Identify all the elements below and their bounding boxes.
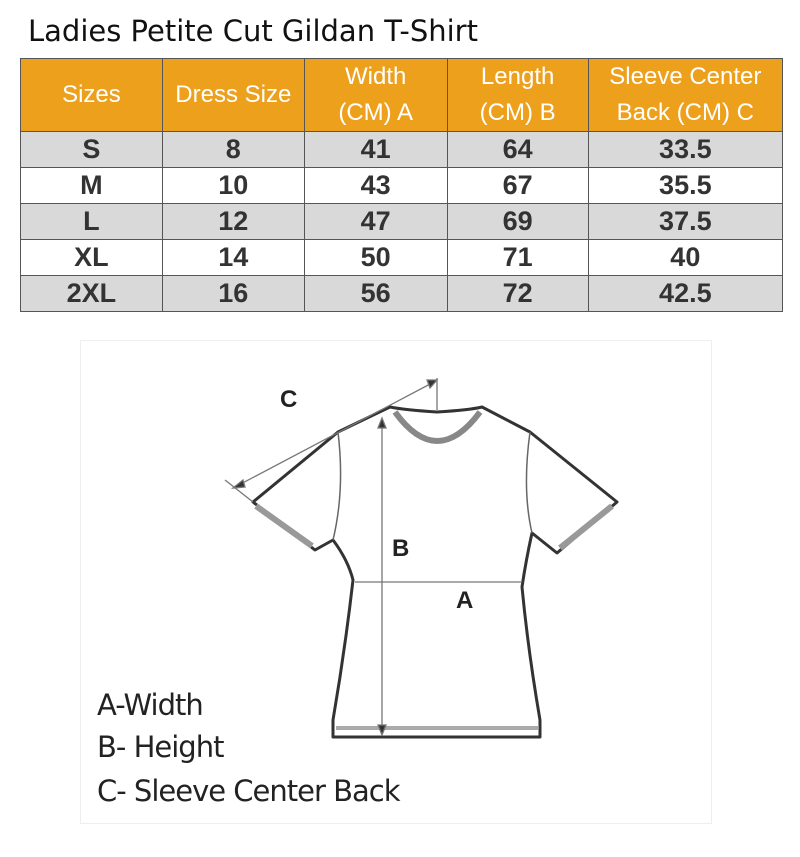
size-table: Sizes Dress Size Width (CM) A Length (CM) B Sl…	[20, 58, 784, 312]
table-cell: 71	[446, 239, 589, 276]
table-cell: 64	[446, 131, 589, 168]
column-header: Dress Size	[161, 58, 305, 132]
table-cell: 35.5	[587, 167, 784, 204]
table-cell: 42.5	[587, 275, 784, 312]
sleeve-line	[234, 382, 433, 488]
table-cell: XL	[20, 239, 163, 276]
label-c: C	[280, 386, 298, 413]
column-header: Width (CM) A	[303, 58, 448, 132]
column-header: Sleeve Center Back (CM) C	[587, 58, 784, 132]
table-cell: L	[20, 203, 163, 240]
label-b: B	[392, 535, 410, 562]
table-cell: 56	[303, 275, 448, 312]
table-cell: 69	[446, 203, 589, 240]
table-cell: S	[20, 131, 163, 168]
table-row: XL 14 50 71 40	[20, 239, 784, 276]
table-row: S 8 41 64 33.5	[20, 131, 784, 168]
table-row: 2XL 16 56 72 42.5	[20, 275, 784, 312]
table-row: L 12 47 69 37.5	[20, 203, 784, 240]
table-cell: 12	[161, 203, 305, 240]
table-cell: 33.5	[587, 131, 784, 168]
table-cell: 14	[161, 239, 305, 276]
legend-height: B- Height	[97, 730, 224, 764]
table-cell: 16	[161, 275, 305, 312]
column-header: Sizes	[20, 58, 163, 132]
table-cell: 8	[161, 131, 305, 168]
table-cell: 37.5	[587, 203, 784, 240]
header-row: Sizes Dress Size Width (CM) A Length (CM) B Sl…	[20, 58, 784, 132]
table-cell: 47	[303, 203, 448, 240]
table-cell: 41	[303, 131, 448, 168]
legend-sleeve: C- Sleeve Center Back	[97, 774, 401, 808]
label-a: A	[456, 587, 474, 614]
table-cell: 2XL	[20, 275, 163, 312]
page-title: Ladies Petite Cut Gildan T-Shirt	[28, 14, 478, 48]
legend-width: A-Width	[97, 688, 204, 722]
table-cell: 72	[446, 275, 589, 312]
